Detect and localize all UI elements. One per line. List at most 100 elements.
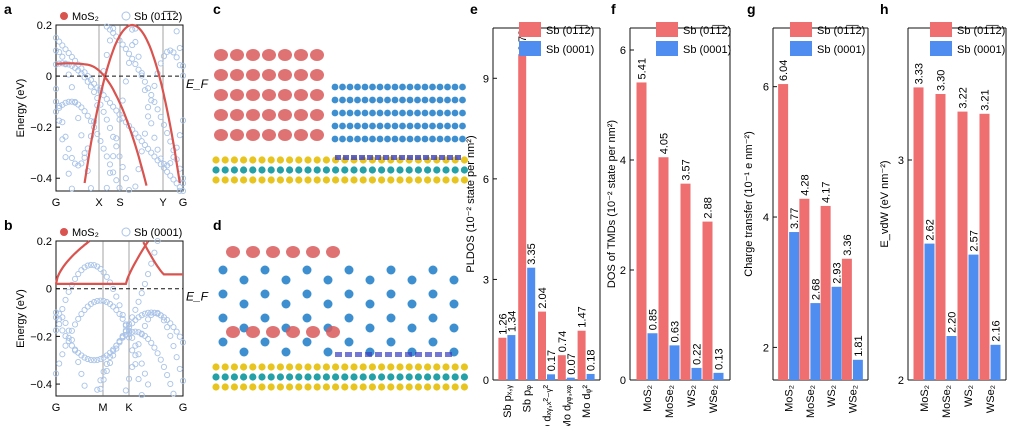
substrate-atom <box>240 383 248 391</box>
charge-density-lobe <box>266 326 280 338</box>
sb-atom <box>239 275 249 285</box>
sb-band-point <box>78 370 85 377</box>
substrate-atom <box>359 363 367 371</box>
sb-band-point <box>141 322 148 329</box>
bar-blue <box>924 243 935 380</box>
legend-swatch-blue <box>519 41 541 56</box>
sb-band-point <box>132 61 139 68</box>
sb-band-point <box>167 160 174 167</box>
substrate-atom <box>368 363 376 371</box>
sb-atom <box>260 313 270 323</box>
sb-band-point <box>122 387 129 394</box>
sb-band-point <box>176 365 183 372</box>
charge-density-lobe <box>294 89 308 101</box>
substrate-atom <box>230 156 238 164</box>
substrate-atom <box>368 373 376 381</box>
sb-band-point <box>145 113 152 120</box>
sb-band-point <box>75 358 82 366</box>
substrate-atom <box>396 383 404 391</box>
k-point-label: K <box>125 402 133 414</box>
sb-atom <box>281 347 291 357</box>
sb-atom <box>331 96 339 104</box>
sb-band-point <box>72 275 79 283</box>
sb-band-point <box>122 78 129 85</box>
sb-atom <box>421 96 429 104</box>
bar-value-label: 0.63 <box>670 321 682 342</box>
sb-band-point <box>151 98 158 106</box>
charge-depletion-region <box>391 155 397 160</box>
sb-atom <box>239 347 249 357</box>
sb-atom <box>406 135 414 143</box>
sb-atom <box>459 109 466 117</box>
sb-band-point <box>87 76 94 83</box>
bar-chart-g: 2 4 6 Charge transfer (10⁻¹ e nm⁻²) 6.04 3.77… <box>743 22 869 418</box>
k-point-label: G <box>179 402 188 414</box>
substrate-atom <box>276 156 284 164</box>
substrate-atom <box>405 373 413 381</box>
sb-atom <box>218 265 228 275</box>
sb-atom <box>344 265 354 275</box>
sb-band-point <box>97 377 104 384</box>
substrate-atom <box>405 383 413 391</box>
sb-band-point <box>135 53 142 60</box>
sb-band-point <box>100 297 107 305</box>
sb-band-point <box>179 187 187 195</box>
legend-label-blue: Sb (0001) <box>546 44 594 56</box>
sb-atom <box>384 96 391 104</box>
sb-atom <box>369 96 376 104</box>
charge-density-lobe <box>246 246 260 258</box>
sb-band-point <box>56 102 63 109</box>
sb-band-point <box>141 370 148 377</box>
sb-atom <box>339 135 346 143</box>
sb-band-point <box>72 160 79 167</box>
sb-band-point <box>125 50 133 57</box>
x-category-label: WS₂ <box>826 385 838 407</box>
sb-band-point <box>160 317 167 324</box>
sb-band-point <box>148 120 155 127</box>
charge-density-lobe <box>246 89 260 101</box>
sb-band-point <box>119 315 126 322</box>
sb-band-point <box>154 237 161 245</box>
bar-red <box>841 258 852 380</box>
sb-atom <box>386 289 396 299</box>
substrate-atom <box>221 363 229 371</box>
substrate-atom <box>414 363 422 371</box>
sb-band-point <box>148 260 155 267</box>
charge-density-lobe <box>294 49 308 61</box>
sb-band-point <box>116 310 123 318</box>
y-tick-label: 0 <box>46 71 52 83</box>
sb-atom <box>428 337 438 347</box>
sb-atom <box>449 299 459 309</box>
sb-band-point <box>81 264 88 271</box>
substrate-atom <box>322 383 330 391</box>
sb-band-point <box>151 309 158 316</box>
y-axis-title: E_vdW (eV nm⁻²) <box>879 160 891 247</box>
sb-atom <box>451 96 459 104</box>
x-category-label: Mo dᵧᵩ,ₓᵩ <box>561 385 573 426</box>
legend-swatch-red <box>930 22 952 37</box>
substrate-atom <box>221 176 229 184</box>
k-point-label: G <box>52 402 61 414</box>
charge-density-lobe <box>326 326 340 338</box>
charge-density-lobe <box>214 49 228 61</box>
sb-band-point <box>56 321 63 328</box>
sb-band-point <box>94 386 101 393</box>
sb-band-point <box>65 145 72 152</box>
bar-value-label: 0.13 <box>714 348 726 369</box>
sb-atom <box>436 96 444 104</box>
sb-band-point <box>141 141 148 149</box>
x-category-label: MoSe₂ <box>805 385 817 418</box>
sb-band-point <box>145 85 152 92</box>
sb-band-point <box>116 184 123 191</box>
sb-band-point <box>84 112 91 119</box>
sb-atom <box>449 323 459 333</box>
sb-atom <box>399 122 406 130</box>
sb-atom <box>451 83 459 91</box>
sb-band-point <box>75 162 82 169</box>
sb-band-point <box>160 363 167 370</box>
panel-letter-f: f <box>611 1 616 17</box>
sb-band-point <box>94 297 101 305</box>
bar-value-label: 3.77 <box>789 208 801 229</box>
sb-band-point <box>145 381 152 388</box>
charge-depletion-region <box>447 155 453 160</box>
